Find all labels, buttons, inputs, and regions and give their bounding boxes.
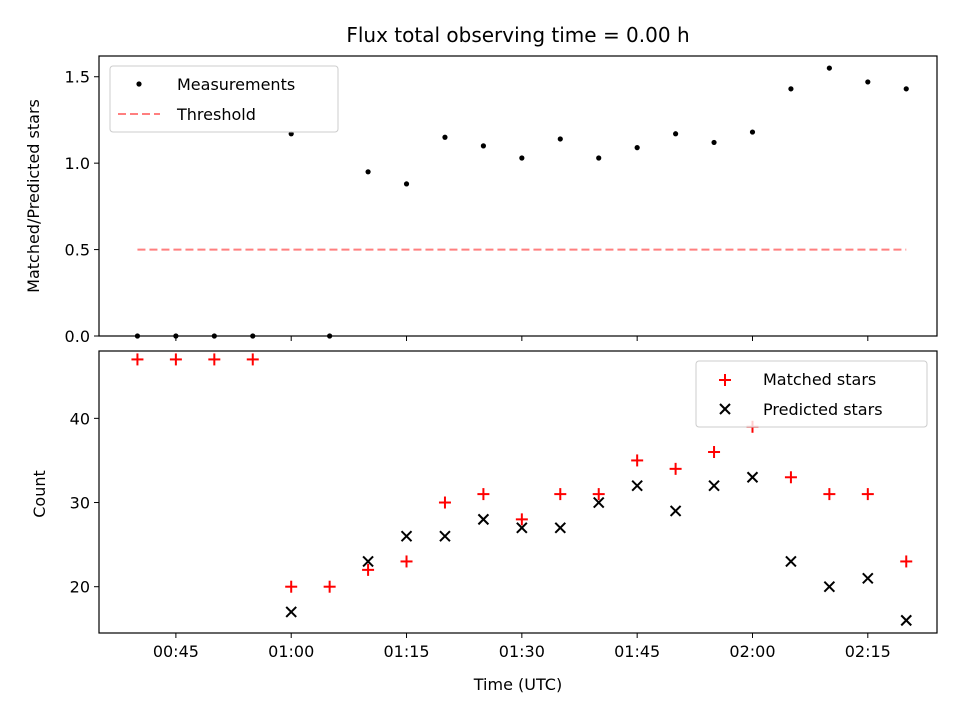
bottom-y-tick-label: 40	[70, 409, 90, 428]
matched-stars-point	[131, 353, 144, 366]
matched-stars-point	[631, 454, 644, 467]
predicted-stars-point	[439, 530, 451, 542]
predicted-stars-point	[823, 580, 836, 593]
measurements-point	[865, 79, 871, 85]
top-y-tick-label: 1.0	[65, 154, 90, 173]
predicted-stars-point	[477, 513, 490, 526]
legend-threshold-label: Threshold	[176, 105, 256, 124]
predicted-stars-point	[516, 522, 528, 534]
measurements-point	[673, 131, 679, 137]
matched-stars-point	[208, 353, 221, 366]
measurements-point	[596, 155, 602, 161]
x-tick-label: 02:15	[845, 642, 891, 661]
predicted-stars-point	[785, 555, 797, 568]
predicted-stars-point	[669, 505, 682, 517]
chart-title: Flux total observing time = 0.00 h	[346, 23, 689, 47]
matched-stars-point	[592, 488, 605, 501]
measurements-point	[788, 86, 794, 92]
matched-stars-point	[515, 513, 528, 526]
bottom-panel: 20 30 40 00:45 01:00 01:15 01:30 01:45 02:00 02:…	[30, 350, 938, 694]
x-tick-label: 01:15	[383, 642, 429, 661]
top-y-tick-label: 0.5	[65, 241, 90, 260]
bottom-axes-frame	[98, 350, 938, 634]
x-tick-label: 00:45	[153, 642, 199, 661]
bottom-y-axis-label: Count	[30, 470, 49, 518]
top-y-tick-label: 1.5	[65, 68, 90, 87]
legend-predicted-marker	[719, 403, 731, 415]
measurements-point	[826, 65, 832, 71]
predicted-stars-point	[900, 614, 912, 627]
predicted-stars-point	[400, 530, 413, 542]
legend-matched-label: Matched stars	[763, 370, 876, 389]
predicted-stars-point	[362, 555, 374, 568]
measurements-point	[480, 143, 487, 149]
legend-matched-marker	[719, 374, 731, 386]
predicted-stars-point	[746, 471, 759, 483]
measurements-point	[442, 134, 448, 140]
matched-stars-point	[477, 488, 490, 501]
top-x-ticks	[175, 336, 869, 341]
x-tick-label: 01:30	[499, 642, 545, 661]
measurements-point	[403, 181, 410, 187]
x-tick-label: 01:00	[268, 642, 314, 661]
predicted-stars-point	[554, 522, 566, 534]
top-y-tick-label: 0.0	[65, 327, 90, 346]
x-tick-label: 01:45	[614, 642, 660, 661]
x-axis-label: Time (UTC)	[473, 675, 562, 694]
measurements-point	[711, 139, 717, 146]
predicted-stars-point	[862, 572, 874, 584]
top-axes-frame	[98, 55, 938, 337]
top-legend-box	[109, 65, 339, 133]
matched-stars-point	[861, 488, 874, 501]
measurements-point	[634, 145, 640, 151]
top-panel: 0.0 0.5 1.0 1.5 Matched/Predicted stars Mea…	[24, 55, 938, 346]
bottom-y-tick-label: 30	[70, 494, 90, 513]
matched-stars-point	[669, 462, 682, 475]
legend-predicted-label: Predicted stars	[763, 400, 883, 419]
measurements-point	[749, 129, 756, 135]
legend-measurements-marker	[136, 81, 142, 87]
matched-stars-point	[169, 353, 182, 366]
matched-stars-point	[323, 580, 336, 593]
matched-stars-point	[362, 563, 375, 576]
predicted-stars-point	[593, 496, 605, 509]
bottom-y-tick-label: 20	[70, 578, 90, 597]
matched-stars-point	[823, 488, 836, 501]
matched-stars-point	[246, 353, 259, 366]
measurements-point	[365, 169, 371, 175]
predicted-stars-point	[285, 606, 297, 618]
bottom-legend: Matched stars Predicted stars	[695, 360, 928, 428]
top-legend: Measurements Threshold	[109, 65, 339, 133]
matched-stars-point	[438, 496, 451, 509]
measurements-point	[557, 136, 563, 142]
bottom-y-axis: 20 30 40	[70, 409, 99, 597]
legend-measurements-label: Measurements	[177, 75, 295, 94]
top-y-axis-label: Matched/Predicted stars	[24, 99, 43, 293]
measurements-point	[519, 155, 525, 161]
bottom-legend-box	[695, 360, 928, 428]
x-tick-label: 02:00	[729, 642, 775, 661]
predicted-stars-point	[708, 479, 720, 492]
measurements-point	[903, 86, 909, 92]
matched-stars-point	[400, 555, 413, 568]
matched-stars-point	[784, 471, 797, 484]
matched-stars-point	[900, 555, 913, 568]
matched-stars-point	[285, 580, 298, 593]
bottom-x-axis: 00:45 01:00 01:15 01:30 01:45 02:00 02:15	[153, 633, 891, 661]
top-y-axis: 0.0 0.5 1.0 1.5	[65, 68, 99, 346]
predicted-stars-point	[631, 479, 643, 492]
matched-stars-point	[708, 446, 721, 459]
matched-stars-point	[554, 488, 567, 501]
